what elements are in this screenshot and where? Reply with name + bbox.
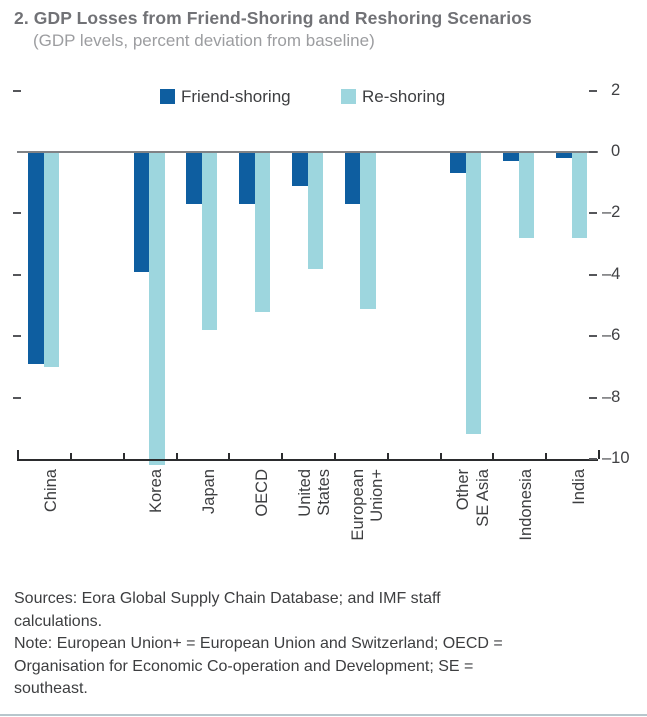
x-category-label-china: China xyxy=(42,469,62,512)
x-category-label-line: Korea xyxy=(147,469,166,514)
y-tick-left xyxy=(13,396,21,399)
x-category-label-line: Indonesia xyxy=(516,469,535,541)
x-category-label-india: India xyxy=(570,469,590,505)
y-tick-label: –6 xyxy=(602,326,621,345)
x-axis-tick xyxy=(492,453,495,459)
bar-other-se-asia-friend-shoring xyxy=(450,152,466,174)
x-axis-tick xyxy=(545,453,548,459)
x-category-label-line: India xyxy=(569,469,588,505)
x-category-label-line: Union+ xyxy=(368,469,387,522)
legend-label-friend-shoring: Friend-shoring xyxy=(181,87,291,106)
zero-baseline xyxy=(17,151,598,153)
note-line: Organisation for Economic Co-operation a… xyxy=(14,657,474,675)
x-axis-line xyxy=(17,459,598,461)
y-tick-label: –2 xyxy=(602,203,621,222)
y-tick-left xyxy=(13,273,21,276)
bar-indonesia-re-shoring xyxy=(518,152,535,238)
bar-korea-re-shoring xyxy=(149,152,165,466)
y-tick-right xyxy=(589,212,597,215)
y-tick-label: 0 xyxy=(611,142,621,160)
bar-japan-friend-shoring xyxy=(186,152,202,205)
bar-china-re-shoring xyxy=(43,152,59,367)
bar-oecd-re-shoring xyxy=(254,152,271,312)
x-axis-tick xyxy=(122,453,125,459)
bar-other-se-asia-re-shoring xyxy=(465,152,482,435)
y-tick-label: –10 xyxy=(602,449,630,467)
y-tick-label: –4 xyxy=(602,264,621,283)
x-category-label-line: Japan xyxy=(199,469,218,514)
x-category-label-indonesia: Indonesia xyxy=(517,469,537,541)
bar-oecd-friend-shoring xyxy=(239,152,255,205)
y-tick-right xyxy=(589,89,597,92)
bar-european-union-re-shoring xyxy=(360,152,376,309)
x-axis-tick xyxy=(281,453,284,459)
legend-swatch-friend-shoring xyxy=(160,89,175,104)
y-tick-left xyxy=(13,212,21,215)
figure-subtitle: (GDP levels, percent deviation from base… xyxy=(33,31,375,50)
legend-swatch-re-shoring xyxy=(341,89,356,104)
x-category-label-line: United xyxy=(295,469,314,517)
source-line: calculations. xyxy=(14,612,103,630)
x-category-label-line: OECD xyxy=(252,469,271,517)
bar-india-friend-shoring xyxy=(556,152,572,159)
note-line: Note: European Union+ = European Union a… xyxy=(14,635,503,652)
y-tick-right xyxy=(589,273,597,276)
x-axis-tick xyxy=(386,453,389,459)
source-note: Sources: Eora Global Supply Chain Databa… xyxy=(14,588,634,701)
bar-indonesia-friend-shoring xyxy=(503,152,519,162)
x-axis-tick xyxy=(597,450,600,459)
x-category-label-european-union: European Union+ xyxy=(349,469,388,541)
note-line: southeast. xyxy=(14,680,88,697)
x-category-label-line: States xyxy=(315,469,334,516)
x-category-label-line: Other xyxy=(454,469,473,511)
x-category-label-japan: Japan xyxy=(200,469,220,514)
bar-india-re-shoring xyxy=(571,152,587,238)
source-line: Sources: Eora Global Supply Chain Databa… xyxy=(14,590,441,607)
bar-united-states-friend-shoring xyxy=(292,152,308,186)
x-category-label-oecd: OECD xyxy=(253,469,273,517)
y-tick-label: –8 xyxy=(602,387,621,406)
x-category-label-united-states: United States xyxy=(296,469,335,517)
x-category-label-line: European xyxy=(348,469,367,541)
legend-label-re-shoring: Re-shoring xyxy=(362,87,446,106)
bar-united-states-re-shoring xyxy=(307,152,323,269)
y-tick-label: 2 xyxy=(611,80,621,99)
bar-chart: Friend-shoring Re-shoring 2 0 –2 –4 –6 –8 –10 C… xyxy=(13,80,630,541)
y-tick-right xyxy=(589,335,597,338)
y-tick-left xyxy=(13,89,21,92)
x-category-label-other-se-asia: Other SE Asia xyxy=(454,469,493,527)
y-tick-right xyxy=(589,458,597,460)
bar-china-friend-shoring xyxy=(28,152,44,364)
bar-korea-friend-shoring xyxy=(133,152,150,272)
x-axis-tick xyxy=(69,453,72,459)
x-category-label-line: SE Asia xyxy=(473,469,492,527)
x-category-label-line: China xyxy=(41,469,60,513)
bar-european-union-friend-shoring xyxy=(344,152,361,205)
x-axis-tick xyxy=(439,453,442,459)
bottom-divider xyxy=(0,714,647,716)
y-tick-right xyxy=(589,151,597,153)
y-tick-left xyxy=(13,335,21,338)
x-axis-tick xyxy=(228,453,231,459)
figure-title: 2. GDP Losses from Friend-Shoring and Re… xyxy=(14,8,532,28)
x-axis-tick xyxy=(175,453,178,459)
x-category-label-korea: Korea xyxy=(147,469,167,513)
y-tick-right xyxy=(589,396,597,399)
x-axis-tick xyxy=(17,450,20,459)
x-axis-tick xyxy=(333,453,336,459)
bar-japan-re-shoring xyxy=(201,152,218,331)
